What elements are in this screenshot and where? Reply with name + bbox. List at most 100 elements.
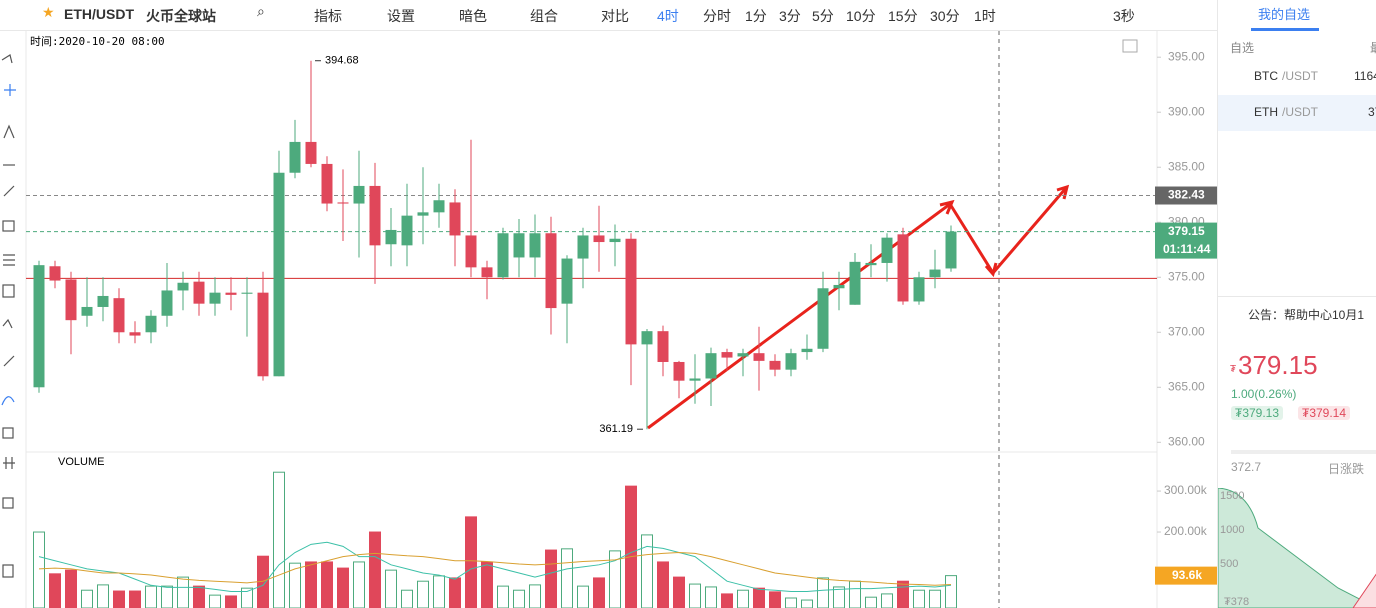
candle-body: [481, 267, 493, 278]
candle-body: [209, 292, 221, 304]
candle-body: [833, 284, 845, 289]
candle-body: [929, 269, 941, 278]
volume-badge: [1155, 566, 1217, 585]
volume-title: VOLUME: [58, 456, 104, 468]
sidebar: 我的自选 自选 最 BTC /USDT 1164 ETH /USDT 37 公告…: [1217, 0, 1376, 608]
countdown: 01:11:44: [1163, 242, 1211, 256]
button[interactable]: 暗色: [459, 8, 487, 24]
volume-bar: [817, 577, 829, 608]
y-tick-label: 370.00: [1168, 324, 1205, 338]
volume-bar: [177, 576, 189, 608]
depth-tick: 500: [1220, 558, 1239, 570]
price-badge-label: 382.43: [1168, 188, 1205, 202]
currency: ₮: [1230, 364, 1237, 375]
symbol[interactable]: ETH/USDT: [64, 6, 134, 22]
volume-badge-label: 93.6k: [1172, 568, 1202, 582]
candle-body: [257, 292, 269, 377]
button[interactable]: 对比: [601, 8, 629, 24]
interval[interactable]: 3分: [779, 8, 801, 24]
volume-bar: [385, 569, 397, 608]
selected-row[interactable]: [1218, 95, 1376, 131]
y-tick-label: 385.00: [1168, 159, 1205, 173]
candle-body: [625, 238, 637, 345]
candle-body: [177, 282, 189, 291]
last-price: 379.15: [1238, 350, 1318, 380]
volume-bar: [673, 576, 685, 608]
volume-bar: [241, 587, 253, 608]
candle-body: [113, 298, 125, 333]
y-tick-label: 390.00: [1168, 104, 1205, 118]
range-bar: [1231, 450, 1376, 454]
quote: /USDT: [1282, 69, 1318, 83]
fullscreen-icon[interactable]: [1122, 39, 1138, 53]
volume-bar: [529, 584, 541, 608]
volume-bar: [369, 531, 381, 608]
bid: ₮379.13: [1231, 406, 1284, 420]
candle-body: [161, 290, 173, 316]
candle-body: [417, 212, 429, 216]
candle-body: [817, 288, 829, 349]
candle-body: [577, 235, 589, 259]
candle-body: [401, 215, 413, 246]
price-badge: [1155, 186, 1217, 205]
volume-bar: [865, 596, 877, 608]
button[interactable]: 组合: [530, 8, 558, 24]
candle-body: [289, 141, 301, 173]
divider: [1218, 296, 1376, 297]
tab[interactable]: 我的自选: [1258, 7, 1311, 22]
candle-body: [449, 202, 461, 236]
search-icon[interactable]: ⌕: [257, 3, 265, 19]
y-tick-label: 360.00: [1168, 434, 1205, 448]
interval[interactable]: 1时: [974, 8, 996, 24]
star-icon[interactable]: ★: [42, 4, 55, 20]
last-badge-label: 379.15: [1168, 224, 1205, 238]
filter[interactable]: 自选: [1230, 41, 1255, 55]
candle-body: [769, 360, 781, 370]
volume-bar: [497, 585, 509, 608]
candle-body: [385, 229, 397, 245]
interval[interactable]: 10分: [846, 8, 876, 24]
ask: ₮379.14: [1298, 406, 1351, 420]
candle-body: [593, 235, 605, 243]
volume-bar: [305, 561, 317, 608]
button[interactable]: 指标: [314, 8, 342, 24]
volume-bar: [705, 586, 717, 608]
candle-body: [801, 348, 813, 353]
candle-body: [705, 353, 717, 379]
volume-bar: [833, 586, 845, 608]
volume-bar: [97, 584, 109, 608]
interval[interactable]: 分时: [703, 8, 731, 24]
volume-bar: [209, 594, 221, 608]
volume-bar: [481, 561, 493, 608]
interval[interactable]: 1分: [745, 8, 767, 24]
volume-bar: [849, 580, 861, 608]
candle-body: [81, 306, 93, 316]
interval[interactable]: 15分: [888, 8, 918, 24]
tab-underline: [1251, 28, 1319, 31]
volume-bar: [49, 573, 61, 608]
candle-body: [529, 233, 541, 258]
candle-body: [689, 378, 701, 381]
coin[interactable]: BTC: [1254, 69, 1278, 83]
volume-bar: [433, 575, 445, 608]
interval-active[interactable]: 4时: [657, 8, 679, 24]
volume-bar: [353, 561, 365, 608]
volume-bar: [881, 593, 893, 608]
refresh[interactable]: 3秒: [1113, 8, 1135, 24]
volume-bar: [913, 589, 925, 608]
candle-body: [49, 266, 61, 281]
button[interactable]: 设置: [387, 8, 415, 24]
bid-depth: [1218, 488, 1376, 608]
depth-x: ₮378: [1224, 596, 1250, 608]
candle-body: [561, 258, 573, 304]
interval[interactable]: 5分: [812, 8, 834, 24]
notice[interactable]: 公告：帮助中心10月1: [1248, 308, 1365, 322]
coin[interactable]: ETH: [1254, 105, 1278, 119]
volume-bar: [785, 597, 797, 608]
interval[interactable]: 30分: [930, 8, 960, 24]
volume-bar: [225, 595, 237, 608]
volume-bar: [337, 567, 349, 608]
volume-bar: [625, 485, 637, 608]
volume-bar: [401, 589, 413, 608]
